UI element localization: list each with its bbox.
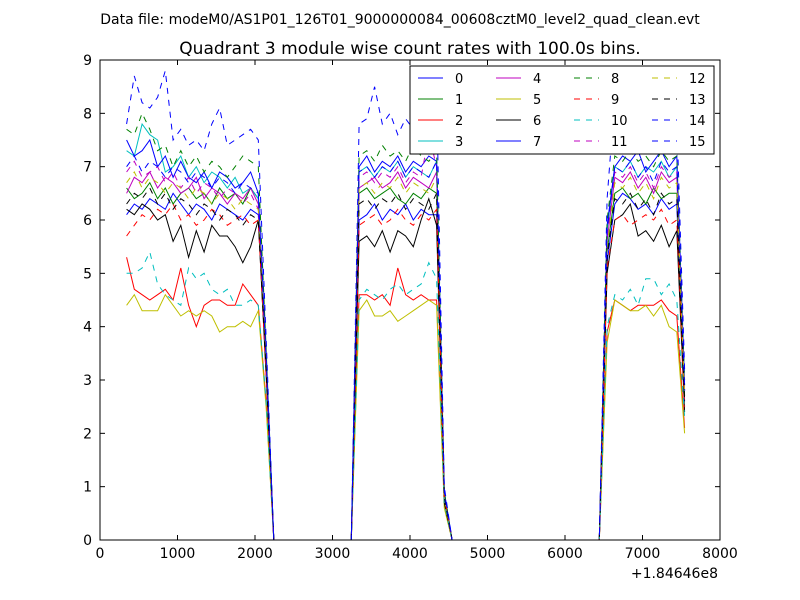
y-tick-label: 1 <box>83 480 92 496</box>
series-line-5 <box>126 293 686 540</box>
figure-suptitle: Data file: modeM0/AS1P01_126T01_90000000… <box>100 12 700 28</box>
x-tick-label: 4000 <box>392 546 428 562</box>
legend-label-11: 11 <box>611 135 628 150</box>
legend-label-0: 0 <box>455 72 463 87</box>
series-line-6 <box>126 197 686 540</box>
x-tick-label: 6000 <box>547 546 583 562</box>
y-tick-label: 5 <box>83 266 92 282</box>
y-tick-label: 6 <box>83 213 92 229</box>
y-tick-label: 7 <box>83 160 92 176</box>
x-tick-label: 3000 <box>315 546 351 562</box>
series-line-13 <box>126 187 686 540</box>
legend-label-15: 15 <box>689 135 706 150</box>
y-tick-label: 2 <box>83 426 92 442</box>
series-layer <box>126 70 686 540</box>
y-tick-label: 9 <box>83 53 92 69</box>
y-tick-label: 0 <box>83 533 92 549</box>
legend-label-9: 9 <box>611 93 619 108</box>
legend-label-3: 3 <box>455 135 463 150</box>
y-tick-label: 4 <box>83 320 92 336</box>
y-tick-label: 8 <box>83 106 92 122</box>
series-line-14 <box>126 70 686 540</box>
legend-label-5: 5 <box>533 93 541 108</box>
legend-box <box>409 65 715 155</box>
legend-label-13: 13 <box>689 93 706 108</box>
series-line-7 <box>126 138 686 540</box>
axis-ticks: 0 1000 2000 3000 4000 5000 6000 7000 80000123456… <box>83 53 738 562</box>
x-tick-label: 8000 <box>702 546 738 562</box>
chart-title: Quadrant 3 module wise count rates with … <box>179 39 640 59</box>
legend-label-7: 7 <box>533 135 541 150</box>
x-tick-label: 5000 <box>470 546 506 562</box>
legend-label-10: 10 <box>611 114 628 129</box>
x-tick-label: 7000 <box>625 546 661 562</box>
legend-label-6: 6 <box>533 114 541 129</box>
x-tick-label: 0 <box>96 546 105 562</box>
legend-label-4: 4 <box>533 72 541 87</box>
x-tick-label: 2000 <box>237 546 273 562</box>
series-line-9 <box>126 203 686 540</box>
legend-label-2: 2 <box>455 114 463 129</box>
series-line-15 <box>126 155 686 540</box>
x-tick-label: 1000 <box>160 546 196 562</box>
series-line-4 <box>126 170 686 540</box>
series-line-0 <box>126 192 686 540</box>
legend-label-1: 1 <box>455 93 463 108</box>
x-offset-label: +1.84646e8 <box>631 566 718 582</box>
legend-label-12: 12 <box>689 72 706 87</box>
legend-label-14: 14 <box>689 114 706 129</box>
legend-label-8: 8 <box>611 72 619 87</box>
y-tick-label: 3 <box>83 373 92 389</box>
